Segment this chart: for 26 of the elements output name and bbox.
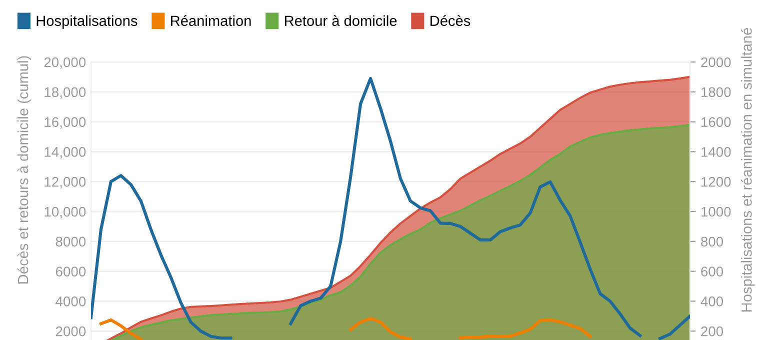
y2-tick-label: 1400 — [701, 147, 731, 157]
legend-label: Décès — [430, 15, 470, 26]
y2-tick-label: 1200 — [701, 176, 731, 187]
y-tick-label: 20,000 — [44, 57, 86, 69]
y-tick-label: 8000 — [56, 236, 86, 247]
y2-tick-label: 1000 — [701, 206, 731, 217]
y2-tick-label: 800 — [701, 236, 724, 247]
y2-tick-label: 600 — [701, 266, 724, 276]
legend-label: Hospitalisations — [36, 15, 138, 29]
y2-tick-label: 2000 — [701, 57, 731, 68]
y2-axis-title: Hospitalisations et réanimation en simultané — [740, 28, 755, 312]
legend-label: Réanimation — [171, 15, 251, 26]
y-tick-label: 2000 — [56, 326, 86, 336]
y-tick-label: 6000 — [56, 266, 86, 276]
y2-tick-label: 200 — [701, 326, 724, 336]
y-tick-label: 10,000 — [44, 206, 86, 218]
y-tick-label: 12,000 — [44, 176, 86, 188]
y2-tick-label: 400 — [700, 296, 724, 306]
y-axis-title: Décès et retours à domicile (cumul) — [17, 56, 32, 284]
y2-tick-label: 1800 — [701, 87, 731, 98]
y2-tick-label: 1600 — [701, 117, 731, 127]
y-tick-label: 18,000 — [44, 87, 86, 99]
y-tick-label: 4000 — [56, 296, 86, 306]
legend-label: Retour à domicile — [284, 15, 397, 26]
y-tick-label: 14,000 — [44, 147, 86, 159]
y-tick-label: 16,000 — [44, 117, 86, 129]
